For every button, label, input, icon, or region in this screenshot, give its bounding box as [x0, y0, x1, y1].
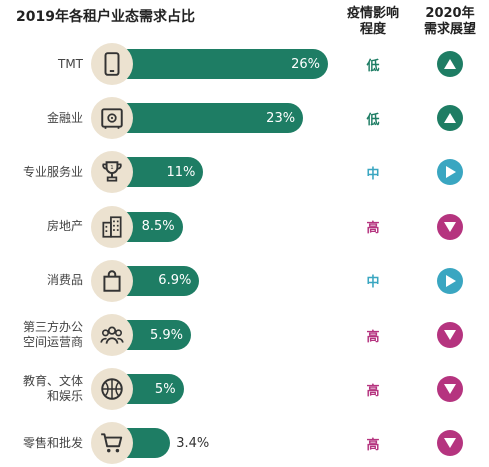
- chart-row: TMT 26% 低: [0, 40, 489, 88]
- bar: [112, 49, 328, 79]
- impact-level: 高: [366, 437, 380, 453]
- basketball-icon: [91, 368, 133, 411]
- arrow-down-icon: [437, 322, 463, 348]
- impact-level: 低: [366, 112, 380, 128]
- data-label: 11%: [166, 164, 196, 180]
- chart-title: 2019年各租户业态需求占比: [16, 9, 195, 25]
- arrow-down-icon: [437, 430, 463, 457]
- impact-column-header: 疫情影响 程度: [346, 6, 399, 37]
- impact-level: 高: [366, 383, 380, 399]
- data-label: 23%: [266, 110, 296, 126]
- trophy-icon: 1: [91, 151, 133, 194]
- category-label: TMT: [57, 56, 83, 71]
- chart-row: 第三方办公 空间运营商 5.9% 高: [0, 311, 489, 359]
- shopping-cart-icon: [91, 422, 133, 465]
- arrow-right-icon: [437, 267, 463, 294]
- category-label: 教育、文体 和娱乐: [22, 374, 83, 404]
- chart-row: 金融业 23% 低: [0, 94, 489, 142]
- safe-icon: [91, 97, 133, 140]
- arrow-right-icon: [437, 159, 463, 186]
- impact-level: 中: [366, 166, 380, 182]
- category-label: 第三方办公 空间运营商: [22, 320, 83, 349]
- arrow-down-icon: [437, 376, 463, 403]
- svg-text:1: 1: [110, 165, 113, 171]
- impact-level: 低: [366, 58, 380, 74]
- data-label: 26%: [291, 56, 320, 72]
- data-label: 6.9%: [158, 273, 192, 289]
- category-label: 金融业: [46, 110, 83, 125]
- impact-level: 高: [366, 329, 380, 345]
- data-label: 5.9%: [149, 327, 184, 343]
- impact-level: 高: [366, 221, 380, 237]
- chart-row: 消费品 6.9% 中: [0, 257, 489, 305]
- arrow-up-icon: [437, 51, 463, 77]
- arrow-down-icon: [437, 213, 463, 240]
- chart-row: 房地产 8.5% 高: [0, 203, 489, 251]
- category-label: 零售和批发: [22, 435, 83, 450]
- building-icon: [91, 205, 133, 248]
- category-label: 房地产: [46, 219, 83, 234]
- shopping-bag-icon: [91, 259, 133, 302]
- bar: [112, 103, 304, 134]
- data-label: 3.4%: [176, 435, 210, 451]
- people-group-icon: [91, 314, 133, 356]
- impact-level: 中: [366, 275, 380, 291]
- chart-row: 教育、文体 和娱乐 5% 高: [0, 365, 489, 413]
- category-label: 消费品: [46, 273, 83, 288]
- chart-row: 专业服务业 1 11% 中: [0, 148, 489, 196]
- category-label: 专业服务业: [22, 164, 83, 179]
- tablet-icon: [91, 43, 133, 85]
- outlook-column-header: 2020年 需求展望: [423, 6, 476, 37]
- chart-row: 零售和批发 3.4% 高: [0, 419, 489, 467]
- data-label: 5%: [154, 381, 176, 397]
- data-label: 8.5%: [141, 219, 175, 235]
- arrow-up-icon: [437, 105, 463, 132]
